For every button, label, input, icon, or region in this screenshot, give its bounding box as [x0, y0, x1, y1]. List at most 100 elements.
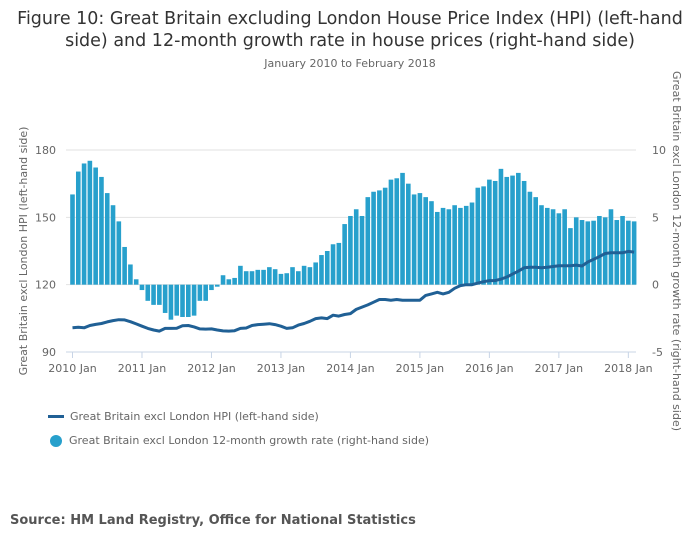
growth-bar [162, 284, 168, 313]
growth-bar [620, 215, 625, 285]
growth-bar [550, 209, 556, 285]
growth-bar [330, 244, 336, 285]
source-note: Source: HM Land Registry, Office for Nat… [10, 513, 416, 528]
growth-bar [365, 197, 371, 285]
growth-bar [452, 205, 457, 285]
growth-bar [597, 215, 602, 285]
growth-bar [568, 228, 573, 285]
x-tick-label: 2012 Jan [187, 362, 235, 375]
growth-bar [157, 284, 162, 305]
growth-bar [128, 264, 133, 285]
x-tick-label: 2016 Jan [465, 362, 513, 375]
growth-bar [209, 284, 214, 291]
growth-bar [498, 168, 504, 285]
x-tick-label: 2015 Jan [396, 362, 444, 375]
growth-bar [562, 209, 567, 285]
growth-bar [504, 176, 510, 285]
growth-bar [440, 207, 446, 285]
x-tick-label: 2018 Jan [604, 362, 652, 375]
growth-bar [238, 265, 243, 285]
growth-bar [458, 207, 463, 285]
legend-item-growth: Great Britain excl London 12-month growt… [48, 434, 429, 447]
growth-bar [579, 220, 585, 285]
legend-dot-swatch [50, 434, 62, 447]
growth-bar [232, 277, 237, 285]
growth-bar [521, 180, 527, 285]
chart-title: Figure 10: Great Britain excluding Londo… [17, 9, 683, 51]
growth-bar [186, 284, 191, 317]
growth-bar [307, 267, 313, 285]
growth-bar [377, 190, 382, 285]
y-tick-left: 90 [42, 346, 56, 359]
growth-bar [469, 202, 475, 285]
growth-bar [174, 284, 180, 316]
growth-bar [353, 209, 359, 285]
legend-item-hpi: Great Britain excl London HPI (left-hand… [48, 410, 319, 423]
legend-line-swatch [48, 415, 64, 418]
y-tick-left: 180 [35, 144, 56, 157]
x-tick-label: 2010 Jan [48, 362, 96, 375]
growth-bar [70, 194, 75, 285]
growth-bar [272, 269, 278, 285]
growth-bar [133, 279, 139, 285]
growth-bar [243, 271, 249, 285]
growth-bar [267, 267, 272, 285]
growth-bar [145, 284, 151, 301]
x-tick-label: 2017 Jan [535, 362, 583, 375]
y-tick-left: 150 [35, 211, 56, 224]
growth-bar [417, 193, 423, 285]
y-tick-right: 10 [652, 144, 666, 157]
growth-bar [168, 284, 174, 320]
y-tick-right: 5 [652, 211, 659, 224]
growth-bar [342, 224, 347, 285]
x-tick-label: 2013 Jan [257, 362, 305, 375]
growth-bar [516, 172, 521, 285]
growth-bar [481, 186, 486, 285]
growth-bar [463, 205, 469, 285]
growth-bar [556, 213, 562, 285]
growth-bar [544, 207, 550, 285]
growth-bar [93, 167, 98, 285]
growth-bar [301, 265, 307, 285]
chart-subtitle: January 2010 to February 2018 [264, 57, 436, 70]
growth-bar [434, 211, 440, 285]
growth-bar [406, 183, 411, 285]
growth-bar [99, 176, 104, 285]
growth-bar [631, 221, 637, 285]
growth-bar [104, 193, 110, 285]
growth-bar [290, 267, 295, 285]
y-tick-right: -5 [652, 346, 663, 359]
growth-bar [139, 284, 145, 291]
growth-bar [573, 217, 579, 285]
growth-bar [203, 284, 208, 301]
legend-label-growth: Great Britain excl London 12-month growt… [69, 434, 430, 447]
y-tick-left: 120 [35, 279, 56, 292]
growth-bar [591, 220, 596, 285]
y-axis-title-left: Great Britain excl London HPI (left-hand… [17, 127, 30, 376]
growth-bar [602, 217, 608, 285]
growth-bar [319, 255, 324, 285]
growth-bar [527, 191, 533, 285]
growth-bar [585, 221, 591, 285]
growth-bar [151, 284, 156, 305]
growth-bar [220, 275, 226, 285]
growth-bar [492, 180, 498, 285]
growth-bar [359, 215, 365, 285]
x-tick-label: 2011 Jan [118, 362, 166, 375]
growth-bar [278, 273, 284, 285]
growth-bar [255, 269, 261, 285]
growth-bar [348, 215, 353, 285]
growth-bar [110, 205, 116, 285]
growth-bar [487, 179, 492, 285]
growth-bar [226, 279, 232, 285]
growth-bar [81, 163, 87, 285]
growth-bar [122, 246, 127, 285]
growth-bar [423, 197, 428, 285]
growth-bar [539, 205, 544, 285]
growth-bar [296, 271, 301, 285]
growth-bar [608, 209, 614, 285]
legend-label-hpi: Great Britain excl London HPI (left-hand… [70, 410, 319, 423]
growth-bar [429, 201, 434, 285]
growth-bar [336, 242, 342, 285]
